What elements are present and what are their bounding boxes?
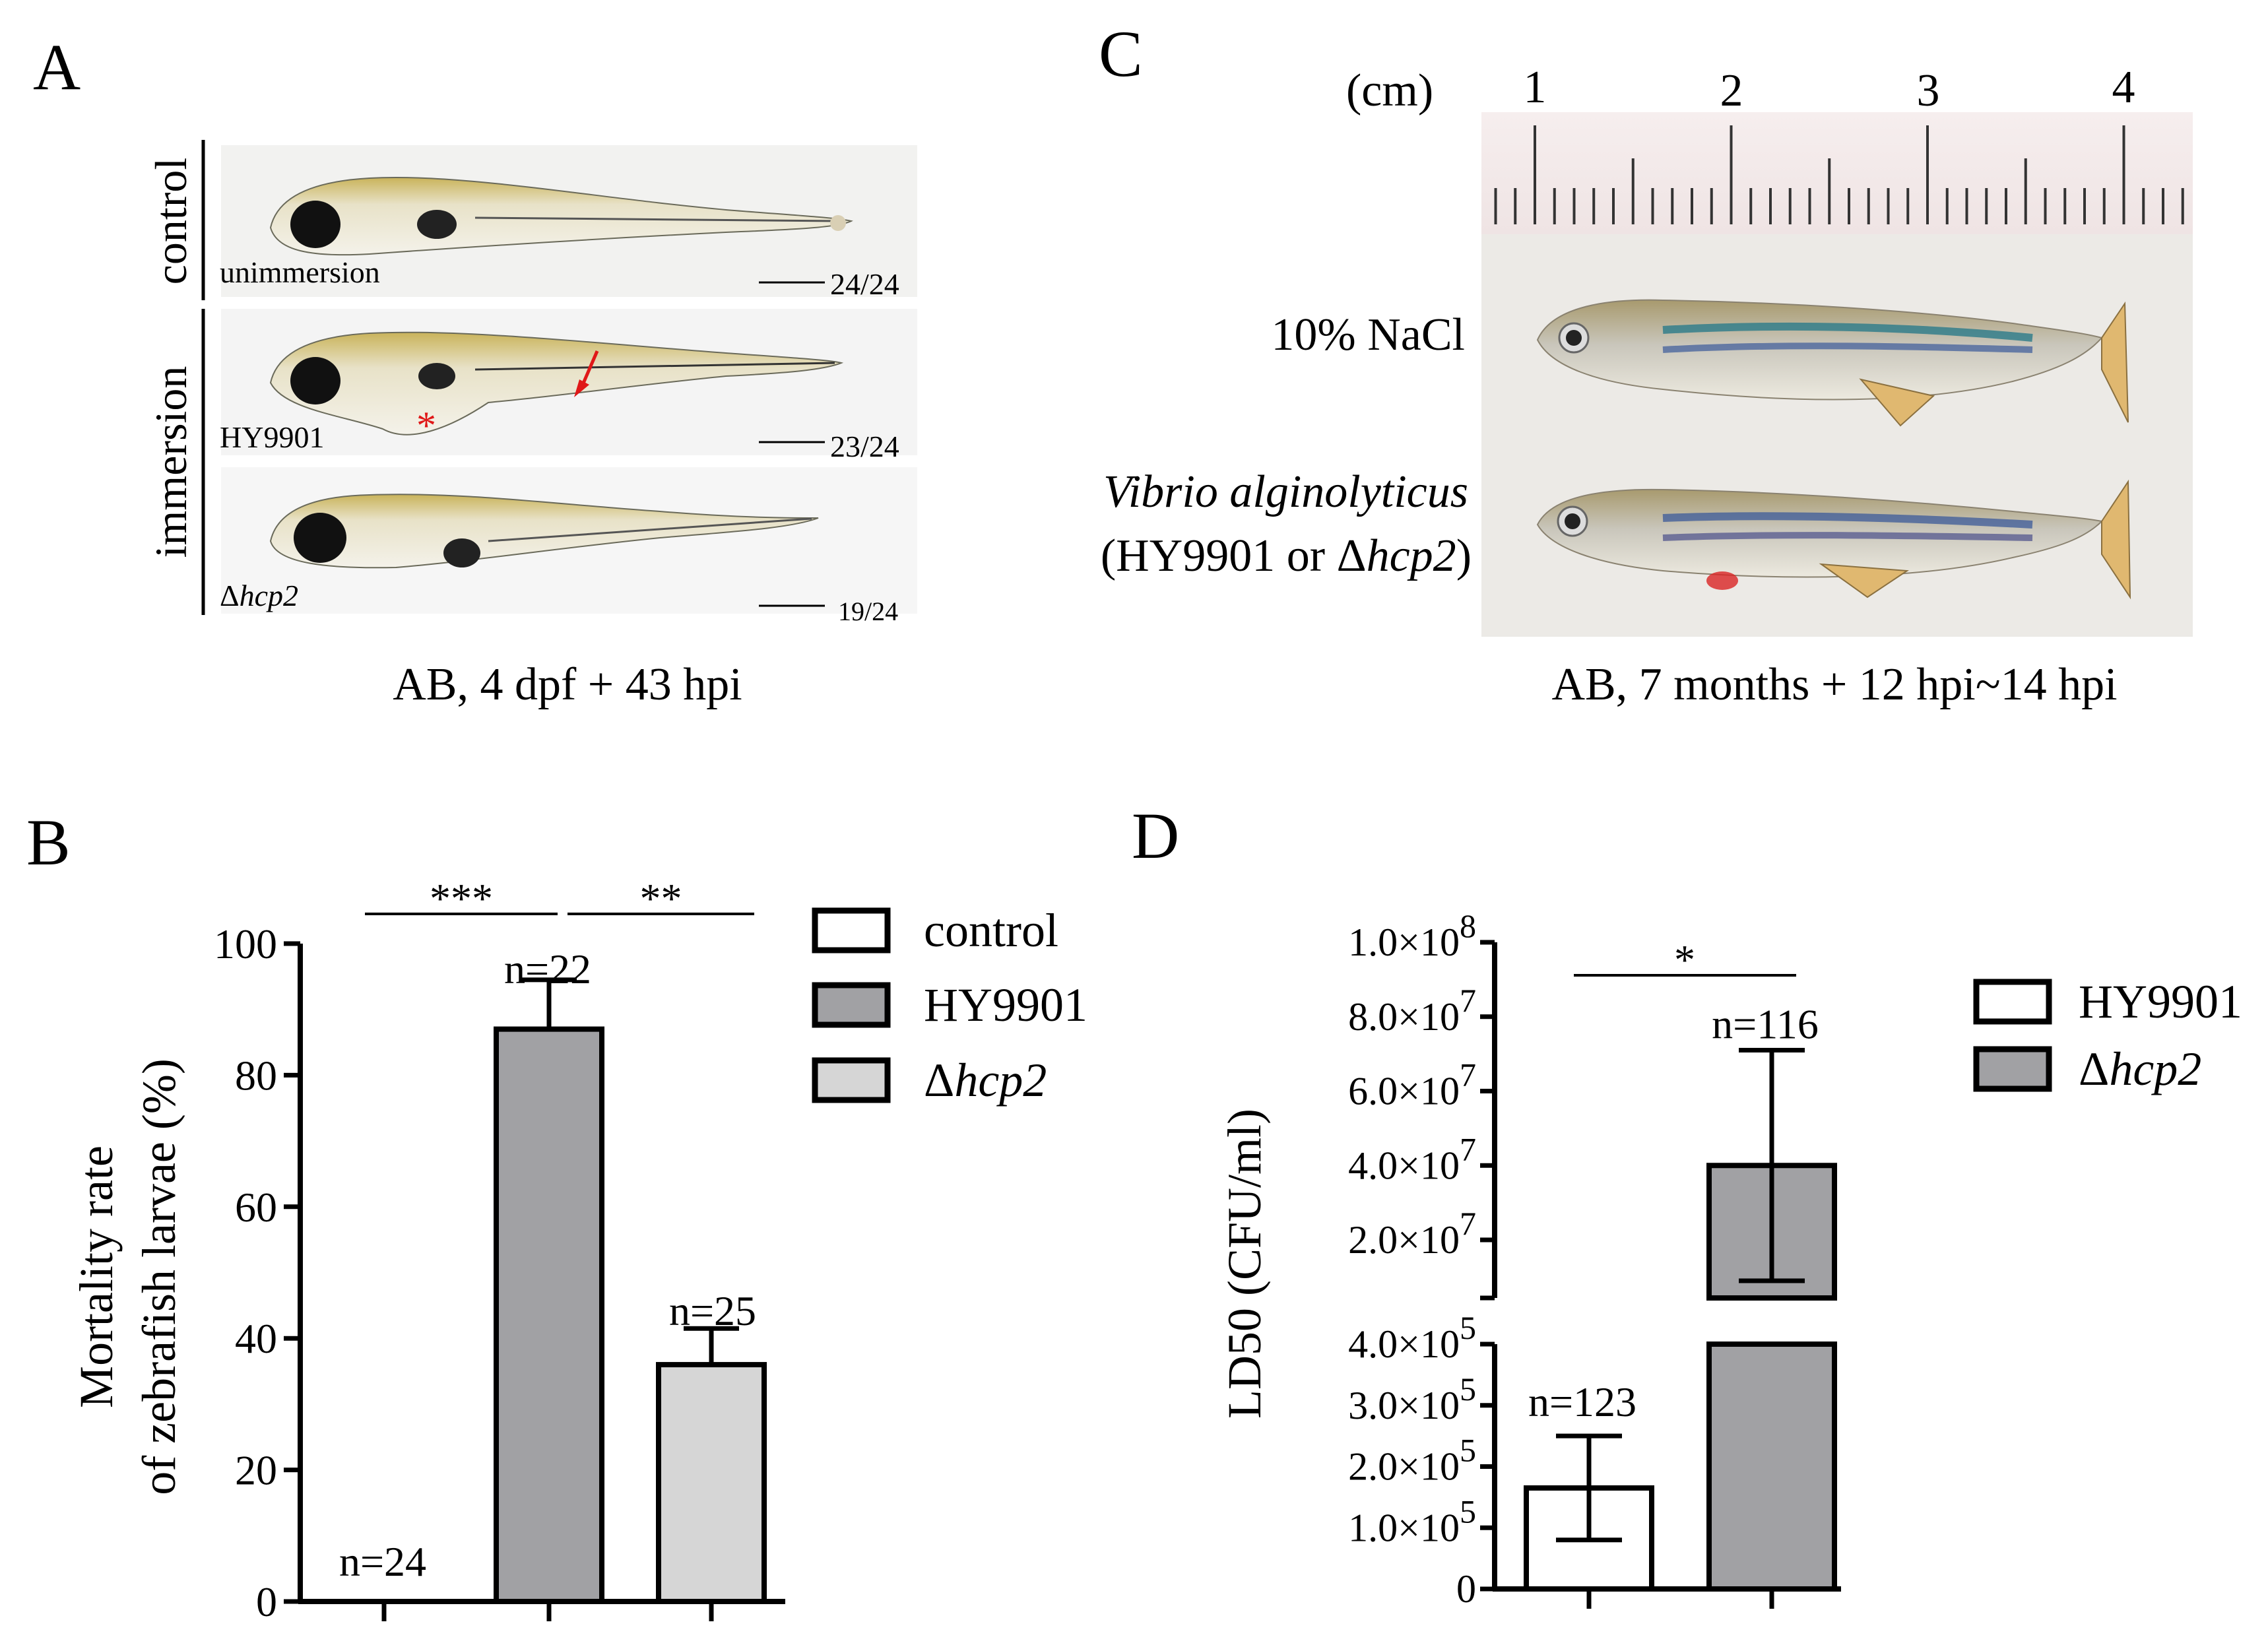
legend-swatch (1973, 979, 2052, 1025)
caption-a: AB, 4 dpf + 43 hpi (393, 659, 742, 710)
legend-label: control (924, 904, 1058, 957)
ruler-tick-label: 4 (2112, 62, 2135, 113)
n-label: n=25 (669, 1287, 756, 1334)
larva-image-control (221, 145, 917, 297)
y-tick-label: 2.0×107 (1348, 1205, 1476, 1262)
bar (1706, 1342, 1837, 1592)
y-tick-label: 4.0×107 (1348, 1130, 1476, 1187)
y-tick-label: 20 (235, 1447, 277, 1494)
larva-image-hy9901: * (221, 309, 917, 455)
legend-label: HY9901 (2079, 975, 2242, 1028)
legend-swatch (1973, 1046, 2052, 1092)
count-hy9901: 23/24 (830, 430, 899, 463)
y-tick-label: 0 (256, 1578, 277, 1625)
adult-photo (1481, 112, 2193, 637)
y-tick-label: 1.0×108 (1348, 907, 1476, 964)
row-label-hcp2: Δhcp2 (220, 579, 298, 612)
significance-label: * (1674, 936, 1695, 983)
significance-label: *** (430, 875, 493, 922)
n-label: n=22 (504, 946, 591, 992)
y-tick-label: 8.0×107 (1348, 982, 1476, 1039)
legend-swatch (812, 907, 891, 954)
legend-label: HY9901 (924, 979, 1087, 1031)
y-tick-label: 0 (1456, 1567, 1476, 1611)
ruler-unit: (cm) (1346, 65, 1433, 116)
row-label-hy9901: HY9901 (220, 420, 324, 454)
panel-label-a: A (33, 30, 81, 104)
legend-swatch (812, 982, 891, 1028)
panel-label-d: D (1132, 799, 1179, 872)
y-tick-label: 60 (235, 1184, 277, 1231)
y-tick-label: 3.0×105 (1348, 1371, 1476, 1427)
y-tick-label: 100 (214, 921, 277, 967)
bar (656, 1362, 767, 1605)
row-label-unimmersion: unimmersion (220, 255, 380, 289)
panel-label-c: C (1099, 17, 1143, 90)
n-label: n=116 (1712, 1000, 1819, 1047)
fish-label-nacl: 10% NaCl (1271, 309, 1465, 360)
larva-image-hcp2 (221, 467, 917, 614)
ruler-tick-label: 3 (1917, 65, 1940, 116)
y-tick-label: 80 (235, 1052, 277, 1099)
asterisk-marker: * (416, 404, 436, 447)
fish-label-vibrio: Vibrio alginolyticus (1103, 467, 1468, 517)
group-label-immersion: immersion (146, 366, 196, 558)
n-label: n=24 (339, 1538, 426, 1585)
legend-label: Δhcp2 (924, 1054, 1047, 1107)
caption-c: AB, 7 months + 12 hpi~14 hpi (1551, 659, 2117, 710)
fish-label-strain: (HY9901 or Δhcp2) (1101, 531, 1472, 581)
ruler-tick-label: 2 (1720, 65, 1743, 116)
y-axis-label: LD50 (CFU/ml) (1218, 1109, 1271, 1419)
count-control: 24/24 (830, 267, 899, 301)
n-label: n=123 (1528, 1378, 1636, 1425)
y-tick-label: 6.0×107 (1348, 1056, 1476, 1113)
y-tick-label: 40 (235, 1315, 277, 1362)
group-label-control: control (146, 158, 196, 285)
legend-swatch (812, 1057, 891, 1103)
y-tick-label: 4.0×105 (1348, 1309, 1476, 1366)
significance-label: ** (640, 875, 682, 922)
y-axis-label: Mortality rate (70, 1146, 123, 1408)
y-axis-label: of zebrafish larvae (%) (133, 1058, 185, 1495)
bar (494, 1026, 604, 1604)
panel-label-b: B (26, 806, 71, 879)
y-tick-label: 2.0×105 (1348, 1432, 1476, 1489)
count-hcp2: 19/24 (838, 597, 898, 626)
y-tick-label: 1.0×105 (1348, 1493, 1476, 1549)
ruler-tick-label: 1 (1524, 62, 1547, 113)
legend-label: Δhcp2 (2079, 1043, 2201, 1095)
